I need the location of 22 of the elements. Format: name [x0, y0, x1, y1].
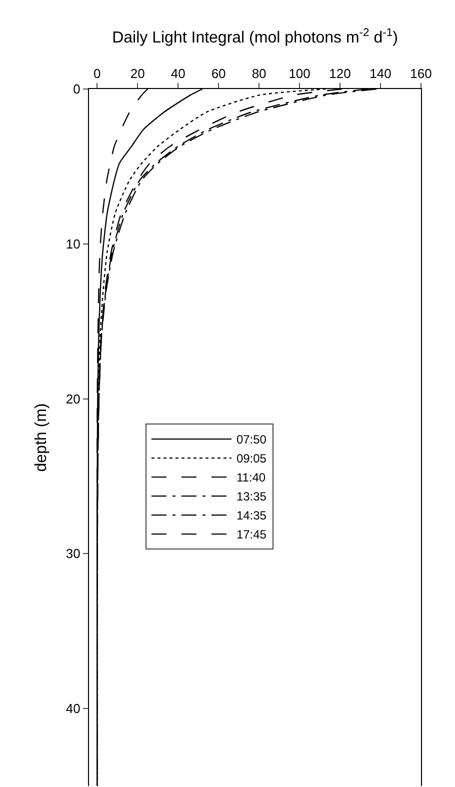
x-tick-label: 160	[410, 66, 432, 81]
y-tick-label: 40	[66, 701, 80, 716]
y-tick-label: 0	[73, 82, 80, 97]
text: 07:50	[236, 432, 267, 447]
text: 11:40	[236, 470, 266, 485]
x-tick-label: 60	[211, 66, 226, 81]
x-tick-label: 40	[170, 66, 186, 81]
x-tick-label: 120	[329, 66, 351, 81]
y-tick-label: 10	[66, 236, 80, 252]
y-tick-label: 30	[66, 546, 80, 562]
text: 17:45	[236, 528, 267, 542]
text: 14:35	[236, 508, 267, 523]
y-tick-label: 20	[66, 391, 80, 406]
x-tick-label: 80	[252, 66, 266, 81]
x-tick-label: 20	[130, 66, 145, 81]
text: 13:35	[236, 490, 267, 504]
x-axis-title: Daily Light Integral (mol photons m$^{-2}$ d$^{-1}$)	[112, 26, 398, 47]
text: 09:05	[236, 452, 267, 466]
x-tick-label: 100	[288, 66, 310, 81]
y-axis-title: depth (m)	[32, 403, 50, 472]
x-tick-label: 0	[93, 66, 101, 81]
x-tick-label: 140	[370, 66, 392, 81]
